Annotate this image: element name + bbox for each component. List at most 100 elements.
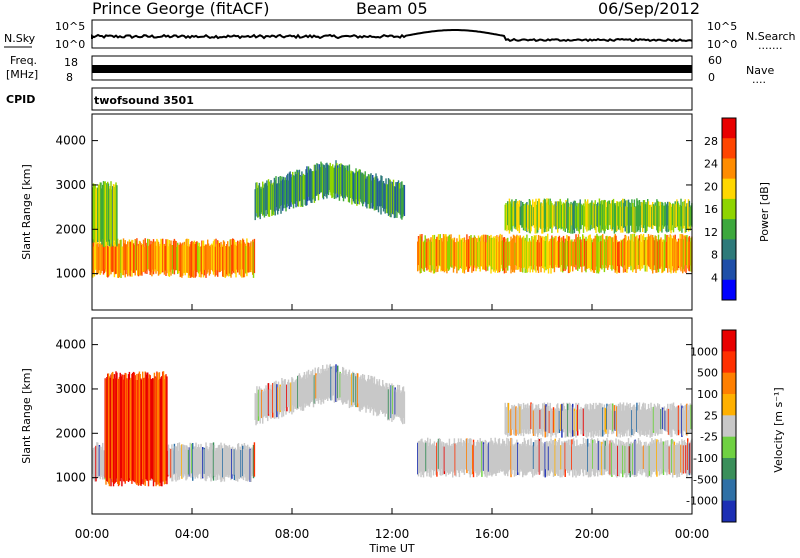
echo-cell: [440, 238, 442, 272]
echo-cell: [109, 243, 111, 270]
echo-cell: [600, 446, 602, 470]
echo-cell: [153, 372, 156, 482]
echo-cell: [477, 242, 479, 267]
echo-cell: [425, 242, 427, 268]
echo-cell: [619, 402, 621, 438]
echo-cell: [594, 200, 596, 231]
echo-cell: [505, 406, 507, 436]
echo-cell: [497, 241, 500, 272]
echo-cell: [610, 439, 612, 476]
x-tick-label: 20:00: [575, 527, 610, 541]
echo-cell: [585, 439, 587, 476]
echo-cell: [562, 203, 564, 228]
echo-cell: [302, 175, 304, 207]
echo-cell: [664, 441, 666, 472]
echo-cell: [596, 443, 598, 470]
echo-cell: [553, 410, 556, 433]
y-tick-label: 3000: [55, 382, 86, 396]
echo-cell: [279, 384, 281, 413]
echo-cell: [289, 383, 291, 412]
echo-cell: [291, 177, 293, 203]
echo-cell: [577, 237, 579, 271]
echo-cell: [174, 240, 176, 271]
echo-cell: [137, 380, 139, 484]
echo-cell: [463, 237, 466, 274]
echo-cell: [163, 243, 166, 275]
echo-cell: [593, 409, 596, 435]
echo-cell: [591, 239, 593, 269]
echo-cell: [647, 239, 649, 265]
echo-cell: [536, 204, 538, 234]
echo-cell: [653, 442, 656, 472]
echo-cell: [659, 409, 661, 434]
echo-cell: [242, 449, 245, 481]
echo-cell: [139, 241, 141, 276]
echo-cell: [424, 440, 426, 472]
echo-cell: [620, 206, 622, 233]
echo-cell: [249, 448, 251, 482]
echo-cell: [260, 388, 262, 418]
echo-cell: [246, 238, 248, 277]
echo-cell: [97, 448, 100, 478]
echo-cell: [420, 236, 422, 273]
echo-cell: [682, 239, 685, 270]
echo-cell: [632, 206, 635, 233]
echo-cell: [647, 445, 649, 478]
echo-cell: [324, 167, 326, 194]
echo-cell: [539, 203, 541, 228]
echo-cell: [608, 403, 611, 430]
echo-cell: [676, 199, 678, 228]
echo-cell: [582, 437, 585, 477]
echo-cell: [217, 240, 219, 277]
echo-cell: [445, 443, 447, 477]
echo-cell: [547, 402, 549, 437]
echo-cell: [123, 374, 126, 482]
echo-cell: [219, 246, 221, 272]
echo-cell: [581, 242, 583, 273]
echo-cell: [512, 406, 514, 430]
echo-cell: [219, 449, 221, 480]
echo-cell: [657, 234, 660, 273]
echo-cell: [509, 241, 511, 266]
echo-cell: [614, 205, 616, 232]
echo-cell: [112, 371, 114, 483]
echo-cell: [122, 374, 124, 480]
echo-cell: [317, 368, 319, 400]
echo-cell: [187, 449, 190, 475]
echo-cell: [672, 402, 675, 430]
echo-cell: [628, 202, 631, 233]
echo-cell: [659, 442, 661, 469]
echo-cell: [474, 446, 476, 471]
echo-cell: [666, 203, 668, 233]
echo-cell: [314, 367, 316, 405]
echo-cell: [360, 172, 362, 202]
echo-cell: [97, 246, 100, 274]
echo-cell: [653, 240, 656, 266]
echo-cell: [488, 441, 491, 476]
echo-cell: [627, 236, 630, 267]
echo-cell: [491, 237, 493, 270]
echo-cell: [259, 188, 261, 220]
echo-cell: [548, 410, 551, 433]
echo-cell: [676, 241, 678, 271]
echo-cell: [517, 201, 519, 232]
echo-cell: [230, 239, 232, 278]
echo-cell: [609, 236, 611, 266]
nave-dots: ····: [752, 76, 766, 89]
echo-cell: [143, 377, 146, 483]
echo-cell: [100, 446, 102, 476]
echo-cell: [497, 439, 500, 471]
echo-cell: [372, 177, 375, 207]
echo-cell: [641, 202, 643, 228]
echo-cell: [594, 440, 596, 477]
echo-cell: [606, 235, 608, 267]
echo-cell: [336, 163, 338, 194]
echo-cell: [112, 186, 114, 247]
echo-cell: [602, 238, 605, 268]
echo-cell: [542, 403, 544, 437]
echo-cell: [533, 201, 536, 228]
echo-cell: [599, 235, 601, 268]
colorbar-segment: [722, 118, 736, 139]
echo-cell: [252, 444, 255, 479]
echo-cell: [687, 404, 689, 435]
